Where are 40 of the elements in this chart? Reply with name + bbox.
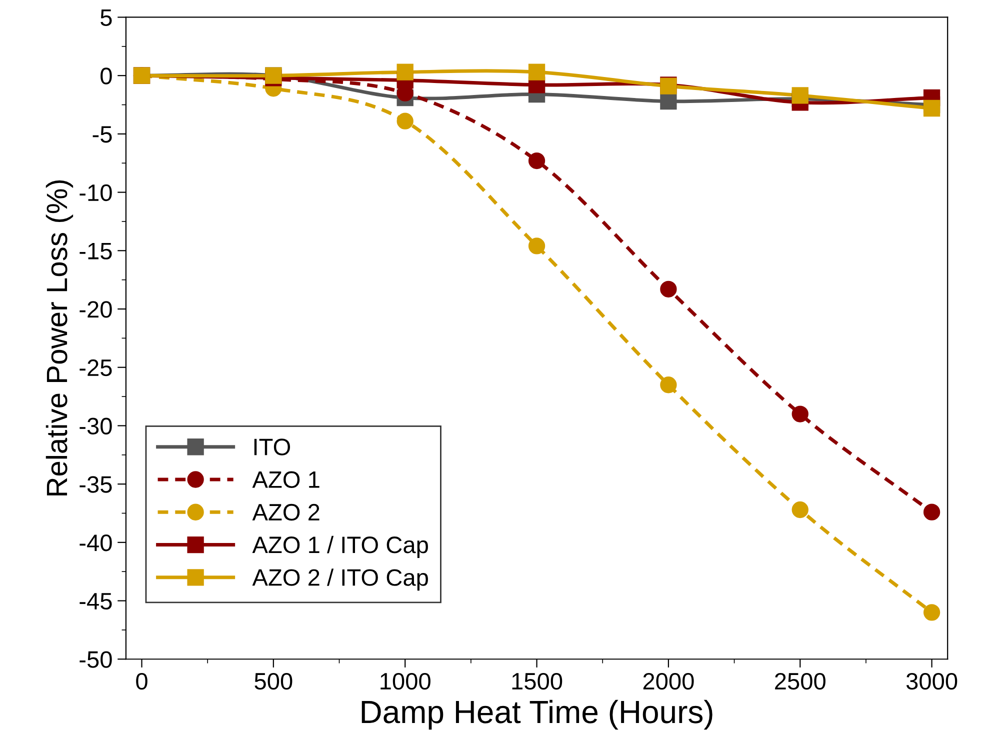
x-tick-label: 2000 (643, 672, 694, 690)
y-tick-label: -35 (80, 476, 112, 493)
point (528, 152, 546, 170)
x-tick-label: 2500 (775, 672, 826, 690)
y-tick-label: -25 (80, 359, 112, 376)
point (792, 87, 808, 104)
legend-label: AZO 2 / ITO Cap (252, 568, 428, 591)
y-axis-title: Relative Power Loss (%) (46, 180, 74, 496)
legend-label: ITO (254, 438, 290, 456)
x-tick-label: 3000 (906, 672, 958, 690)
point (660, 376, 677, 394)
point (660, 280, 677, 298)
y-tick-label: -50 (80, 651, 112, 668)
point (396, 112, 414, 130)
point (792, 406, 808, 422)
y-tick-label: -20 (80, 301, 112, 318)
x-tick-label: 1500 (512, 672, 562, 690)
point (528, 238, 546, 254)
y-tick-label: 5 (100, 10, 112, 26)
y-tick-label: -40 (80, 534, 112, 552)
point (528, 64, 546, 80)
y-tick-label: -30 (80, 418, 112, 434)
y-tick-label: 0 (100, 68, 112, 84)
point (660, 92, 677, 110)
point (923, 504, 940, 520)
y-tick-label: -45 (80, 593, 112, 610)
point (923, 100, 940, 117)
legend-label: AZO 1 / ITO Cap (252, 536, 428, 558)
x-axis-title: Damp Heat Time (Hours) (362, 700, 712, 730)
x-tick-label: 0 (136, 672, 148, 690)
point (792, 501, 808, 518)
y-tick-label: -10 (80, 184, 112, 202)
legend-label: AZO 2 (252, 504, 320, 521)
y-tick-label: -15 (80, 242, 112, 260)
point (923, 604, 940, 621)
point (396, 64, 414, 80)
x-tick-label: 500 (254, 672, 292, 690)
legend-label: AZO 1 (252, 471, 320, 488)
x-tick-label: 1000 (380, 672, 430, 690)
y-tick-label: -5 (92, 126, 112, 143)
